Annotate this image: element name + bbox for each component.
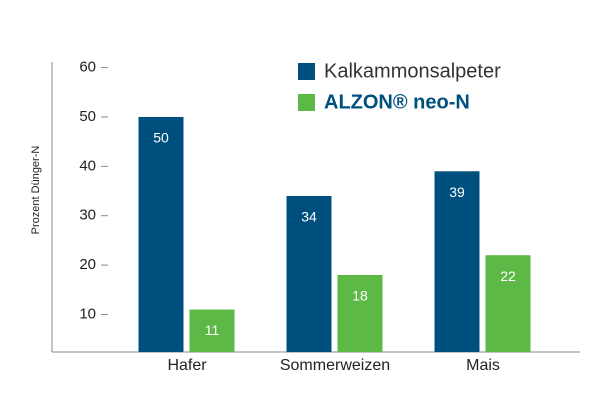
legend-swatch [298, 94, 315, 111]
value-label: 39 [449, 184, 465, 200]
y-tick-label: 50 [79, 108, 96, 125]
bar [189, 309, 235, 352]
value-label: 11 [205, 322, 220, 338]
bar [286, 195, 332, 352]
value-label: 18 [352, 288, 368, 304]
y-tick-label: 20 [79, 256, 96, 273]
y-axis-label: Prozent Dünger-N [30, 146, 42, 235]
bar [337, 274, 383, 352]
y-tick-label: 30 [79, 207, 96, 224]
bar [485, 255, 531, 352]
value-label: 22 [500, 268, 516, 284]
bar [434, 171, 480, 352]
x-tick-label: Hafer [167, 357, 207, 374]
y-tick-label: 60 [79, 59, 96, 76]
legend-label: Kalkammonsalpeter [324, 60, 501, 82]
y-tick-label: 40 [79, 157, 96, 174]
legend-swatch [298, 63, 315, 80]
value-label: 34 [301, 209, 317, 225]
bar [138, 116, 184, 352]
x-tick-label: Mais [466, 357, 500, 374]
legend-label: ALZON® neo-N [324, 91, 470, 113]
x-tick-label: Sommerweizen [280, 357, 390, 374]
y-tick-label: 10 [79, 305, 96, 322]
value-label: 50 [153, 130, 169, 146]
